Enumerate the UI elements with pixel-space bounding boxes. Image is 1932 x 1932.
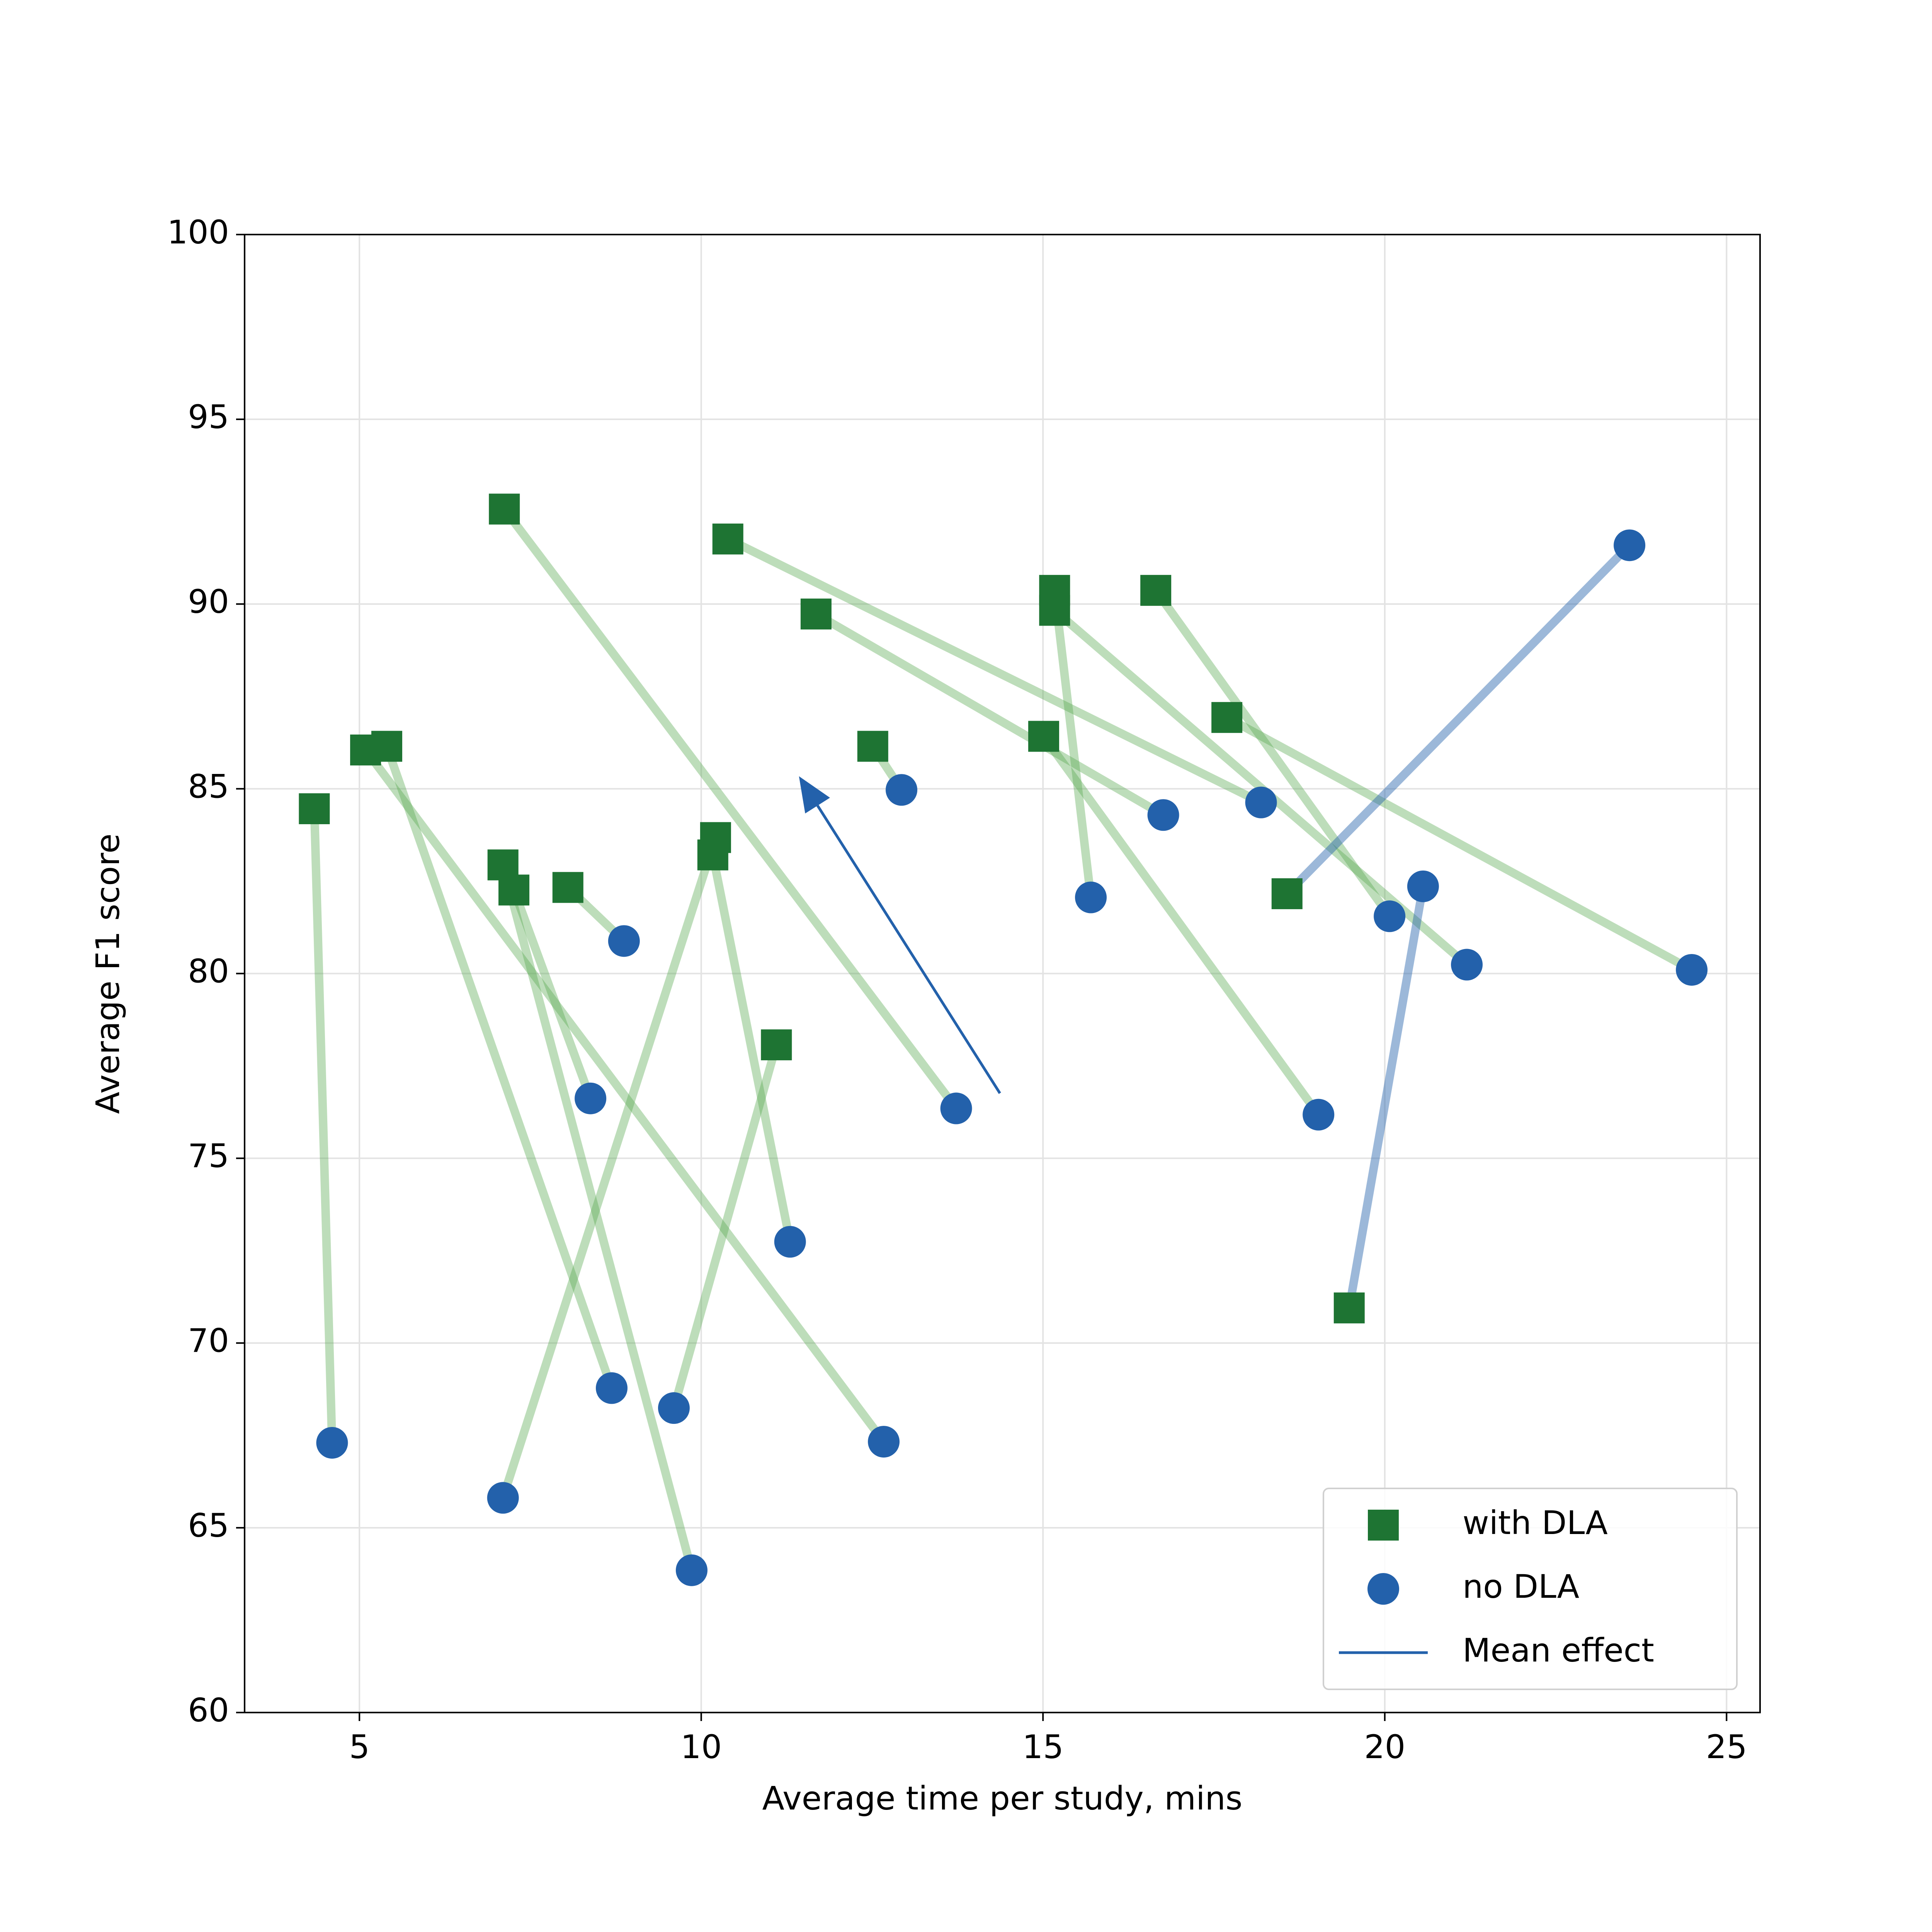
square-marker (489, 493, 520, 525)
y-axis-label: Average F1 score (89, 833, 127, 1114)
circle-marker (1614, 529, 1646, 561)
square-marker (1333, 1292, 1365, 1323)
x-tick-label: 10 (680, 1728, 722, 1766)
y-tick-label: 100 (167, 213, 229, 251)
y-tick-label: 85 (188, 767, 229, 805)
x-tick-label: 20 (1364, 1728, 1405, 1766)
y-tick-label: 65 (188, 1507, 229, 1544)
circle-marker (1245, 786, 1277, 818)
square-marker (552, 872, 583, 903)
pair-line (382, 742, 616, 1393)
legend-box (1323, 1488, 1738, 1690)
pair-line (498, 833, 720, 1502)
square-marker (498, 874, 530, 906)
circle-marker (1451, 949, 1483, 981)
legend-label: with DLA (1463, 1504, 1608, 1542)
circle-marker (1374, 900, 1406, 932)
pair-line (1345, 882, 1427, 1312)
circle-marker (595, 1372, 628, 1404)
pair-line (498, 861, 696, 1575)
circle-marker (1303, 1099, 1335, 1131)
pair-line (1223, 713, 1696, 974)
pair-line (1039, 732, 1323, 1119)
square-marker (1039, 595, 1070, 626)
plot-frame (244, 234, 1761, 1713)
square-marker (712, 523, 743, 554)
pair-line (669, 1041, 781, 1413)
y-tick-label: 80 (188, 952, 229, 990)
mean-effect-arrowhead (799, 776, 830, 814)
y-tick-label: 90 (188, 583, 229, 621)
circle-marker (1147, 799, 1179, 831)
pair-line (500, 505, 961, 1113)
y-tick-label: 95 (188, 398, 229, 436)
square-marker (1028, 721, 1060, 752)
mean-effect-line (816, 805, 1001, 1094)
x-tick-label: 25 (1706, 1728, 1747, 1766)
pair-line (1151, 586, 1394, 921)
square-marker (697, 839, 728, 871)
circle-marker (487, 1482, 519, 1514)
square-marker (800, 599, 832, 630)
circle-marker (886, 774, 918, 806)
circle-marker (1075, 881, 1107, 913)
x-tick-label: 5 (349, 1728, 369, 1766)
legend-label: no DLA (1463, 1568, 1579, 1605)
pair-line (361, 745, 888, 1446)
square-marker (1211, 702, 1243, 733)
x-tick-label: 15 (1022, 1728, 1064, 1766)
circle-marker (940, 1092, 972, 1124)
square-marker (1140, 575, 1172, 606)
legend-label: Mean effect (1463, 1631, 1654, 1669)
square-marker (371, 731, 402, 762)
square-marker (1271, 878, 1303, 909)
pair-line (708, 850, 794, 1246)
legend-marker (1367, 1573, 1399, 1605)
circle-marker (608, 925, 640, 957)
square-marker (857, 731, 888, 762)
circle-marker (1407, 870, 1439, 902)
pair-line (510, 886, 595, 1103)
circle-marker (575, 1082, 607, 1114)
y-tick-label: 60 (188, 1691, 229, 1729)
legend-marker (1368, 1510, 1399, 1541)
pair-line (1282, 541, 1634, 898)
circle-marker (1676, 954, 1708, 986)
pair-line (310, 804, 337, 1447)
square-marker (299, 793, 330, 825)
x-axis-label: Average time per study, mins (762, 1779, 1243, 1817)
pair-line (1050, 586, 1095, 902)
y-tick-label: 75 (188, 1137, 229, 1175)
circle-marker (658, 1392, 690, 1424)
square-marker (761, 1029, 792, 1061)
y-tick-label: 70 (188, 1322, 229, 1360)
circle-marker (868, 1426, 900, 1458)
circle-marker (316, 1427, 348, 1459)
circle-marker (774, 1226, 806, 1258)
pair-line (811, 610, 1168, 820)
circle-marker (675, 1554, 707, 1586)
pair-line (723, 534, 1265, 807)
